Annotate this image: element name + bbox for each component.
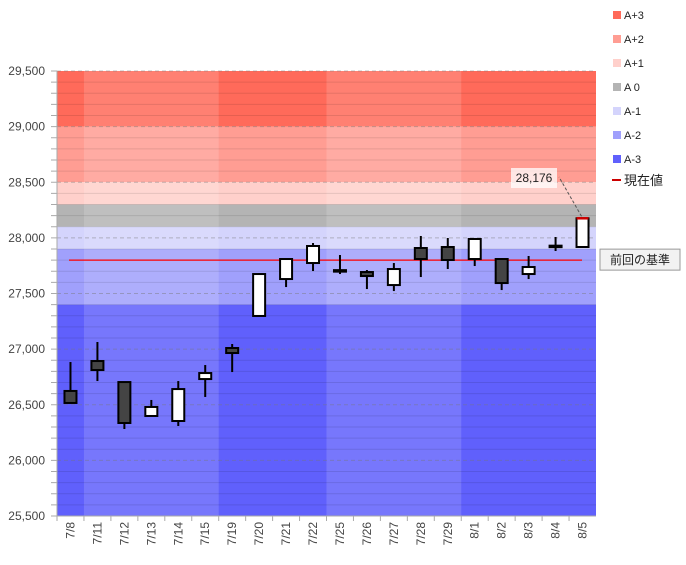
x-tick-label: 8/3 [522,522,536,539]
baseline-label: 前回の基準 [610,252,670,267]
x-tick-label: 7/26 [360,522,374,546]
band-A+1 [57,182,596,205]
legend-label: A+2 [624,34,644,46]
candle-body [359,271,374,278]
candle-body [144,405,159,417]
week-shade [83,71,219,516]
candle-body [117,381,132,424]
legend-swatch [613,11,621,19]
legend-swatch [613,83,621,91]
candle-body [90,360,105,372]
legend-label: A-3 [624,154,641,166]
week-shading-layer [83,71,462,516]
band-A0 [57,204,596,227]
candle-body [63,389,78,404]
band-A+3 [57,71,596,127]
x-tick-label: 7/28 [414,522,428,546]
candle-body [306,244,321,265]
y-tick-label: 26,500 [8,398,45,412]
candle-body [332,269,347,273]
axes: 25,500 26,000 26,500 27,000 27,500 28,000 28,5… [8,64,596,545]
legend-label: A 0 [624,82,640,94]
y-tick-label: 27,000 [8,342,45,356]
x-tick-label: 7/25 [333,522,347,546]
y-tick-label: 26,000 [8,453,45,467]
current-value-label: 28,176 [516,171,553,185]
candle-body [521,266,536,276]
x-tick-label: 7/8 [63,522,77,539]
candle-body [440,245,455,262]
band-A+2 [57,126,596,183]
x-tick-label: 7/13 [144,522,158,546]
y-tick-label: 27,500 [8,287,45,301]
legend-swatch [613,131,621,139]
x-tick-label: 7/21 [279,522,293,546]
x-tick-label: 7/20 [252,522,266,546]
candle-body [467,237,482,261]
x-tick-label: 7/14 [171,522,185,546]
candle-body [548,244,563,249]
candle-body [494,258,509,285]
candle-body [413,246,428,261]
x-tick-label: 8/2 [495,522,509,539]
annotations: 28,176 [511,168,589,220]
x-tick-label: 8/4 [549,522,563,539]
x-tick-label: 7/19 [225,522,239,546]
legend-swatch [613,155,621,163]
candle-body [225,347,240,355]
candles-layer [63,217,590,430]
x-tick-label: 7/12 [117,522,131,546]
x-tick-label: 8/1 [468,522,482,539]
x-tick-label: 7/11 [90,522,104,545]
legend-label: A-2 [624,130,641,142]
candle-body [252,273,267,317]
candle-body [279,258,294,281]
legend-swatch [613,107,621,115]
week-shade [326,71,462,516]
y-tick-label: 25,500 [8,509,45,523]
candle-body [575,217,590,248]
band-A-1 [57,226,596,249]
legend: A+3 A+2 A+1 A 0 A-1 A-2 A-3 現在値 [612,10,663,188]
candle-body [198,372,213,381]
x-tick-label: 8/5 [576,522,590,539]
current-value-box [511,168,557,188]
y-tick-label: 28,500 [8,175,45,189]
y-tick-label: 29,500 [8,64,45,78]
candle-body [386,268,401,287]
legend-label-current: 現在値 [624,173,663,188]
y-tick-label: 29,000 [8,120,45,134]
candle-body [171,388,186,422]
legend-label: A+3 [624,10,644,22]
x-tick-label: 7/27 [387,522,401,546]
legend-label: A-1 [624,106,641,118]
y-tick-label: 28,000 [8,231,45,245]
current-value-leader [558,176,582,217]
x-tick-label: 7/29 [441,522,455,546]
x-tick-label: 7/22 [306,522,320,546]
gridlines [57,70,596,517]
legend-swatch [613,35,621,43]
x-tick-label: 7/15 [198,522,212,546]
legend-swatch [613,59,621,67]
baseline-label-box [599,248,681,271]
legend-label: A+1 [624,58,644,70]
